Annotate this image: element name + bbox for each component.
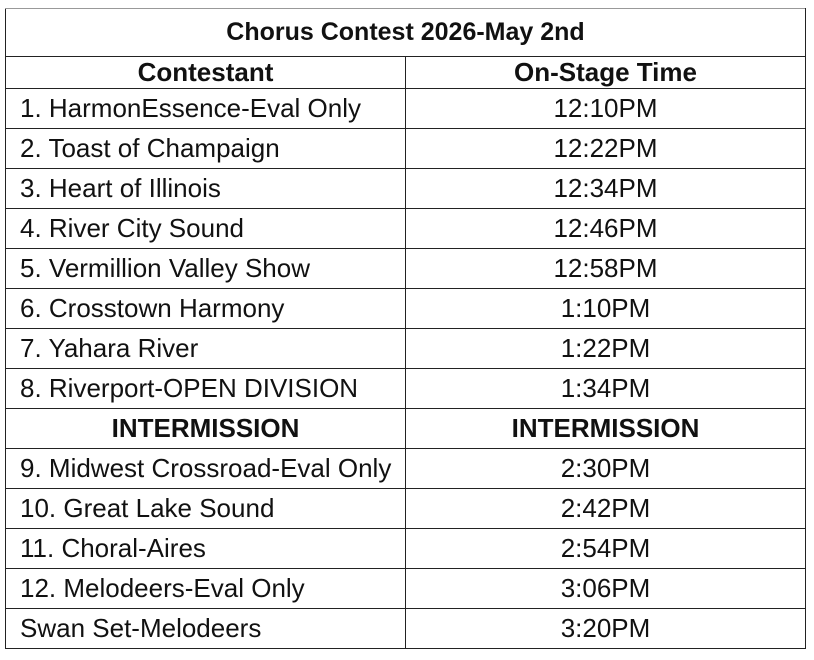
table-row: 4. River City Sound 12:46PM	[5, 208, 806, 249]
header-time: On-Stage Time	[405, 56, 806, 89]
title-row: Chorus Contest 2026-May 2nd	[5, 8, 806, 57]
table-row: 2. Toast of Champaign 12:22PM	[5, 128, 806, 169]
table-row: 3. Heart of Illinois 12:34PM	[5, 168, 806, 209]
time-cell: 12:46PM	[405, 208, 806, 249]
table-row: 8. Riverport-OPEN DIVISION 1:34PM	[5, 368, 806, 409]
table-row: 12. Melodeers-Eval Only 3:06PM	[5, 568, 806, 609]
contestant-cell: 11. Choral-Aires	[5, 528, 406, 569]
time-cell: 3:20PM	[405, 608, 806, 649]
time-cell: 2:30PM	[405, 448, 806, 489]
table-row: 10. Great Lake Sound 2:42PM	[5, 488, 806, 529]
contestant-cell: 4. River City Sound	[5, 208, 406, 249]
time-cell: 1:10PM	[405, 288, 806, 329]
time-cell: 2:54PM	[405, 528, 806, 569]
time-cell: INTERMISSION	[405, 408, 806, 449]
contestant-cell: 3. Heart of Illinois	[5, 168, 406, 209]
table-row: 1. HarmonEssence-Eval Only 12:10PM	[5, 88, 806, 129]
table-row: Swan Set-Melodeers 3:20PM	[5, 608, 806, 649]
contestant-cell: INTERMISSION	[5, 408, 406, 449]
contestant-cell: 7. Yahara River	[5, 328, 406, 369]
contestant-cell: Swan Set-Melodeers	[5, 608, 406, 649]
contestant-cell: 1. HarmonEssence-Eval Only	[5, 88, 406, 129]
header-row: Contestant On-Stage Time	[5, 56, 806, 89]
time-cell: 12:10PM	[405, 88, 806, 129]
contestant-cell: 8. Riverport-OPEN DIVISION	[5, 368, 406, 409]
time-cell: 3:06PM	[405, 568, 806, 609]
time-cell: 12:34PM	[405, 168, 806, 209]
contestant-cell: 9. Midwest Crossroad-Eval Only	[5, 448, 406, 489]
header-contestant: Contestant	[5, 56, 406, 89]
contestant-cell: 10. Great Lake Sound	[5, 488, 406, 529]
table-row: 6. Crosstown Harmony 1:10PM	[5, 288, 806, 329]
contestant-cell: 5. Vermillion Valley Show	[5, 248, 406, 289]
time-cell: 1:34PM	[405, 368, 806, 409]
table-title: Chorus Contest 2026-May 2nd	[5, 8, 806, 57]
table-row: 7. Yahara River 1:22PM	[5, 328, 806, 369]
contestant-cell: 2. Toast of Champaign	[5, 128, 406, 169]
time-cell: 1:22PM	[405, 328, 806, 369]
table-row: 9. Midwest Crossroad-Eval Only 2:30PM	[5, 448, 806, 489]
contestant-cell: 12. Melodeers-Eval Only	[5, 568, 406, 609]
time-cell: 2:42PM	[405, 488, 806, 529]
table-row: 11. Choral-Aires 2:54PM	[5, 528, 806, 569]
table-row: 5. Vermillion Valley Show 12:58PM	[5, 248, 806, 289]
time-cell: 12:22PM	[405, 128, 806, 169]
schedule-table: Chorus Contest 2026-May 2nd Contestant O…	[5, 8, 806, 649]
intermission-row: INTERMISSION INTERMISSION	[5, 408, 806, 449]
time-cell: 12:58PM	[405, 248, 806, 289]
contestant-cell: 6. Crosstown Harmony	[5, 288, 406, 329]
